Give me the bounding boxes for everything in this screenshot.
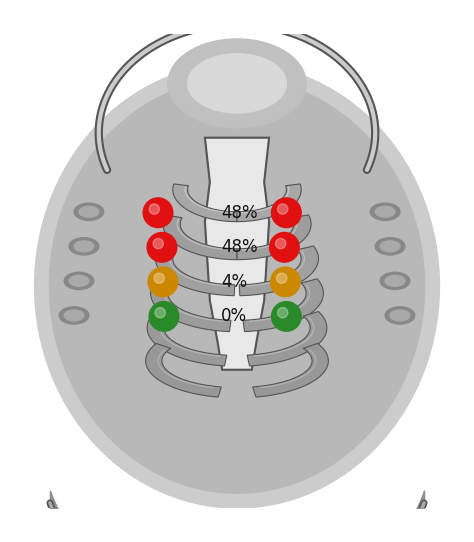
Text: 48%: 48% (221, 204, 258, 222)
Text: 0%: 0% (221, 307, 247, 325)
Ellipse shape (35, 63, 439, 508)
Circle shape (277, 204, 288, 214)
Ellipse shape (168, 39, 306, 128)
Polygon shape (205, 138, 269, 370)
Polygon shape (147, 312, 227, 366)
Circle shape (277, 307, 288, 318)
Ellipse shape (385, 275, 405, 286)
Circle shape (155, 307, 165, 318)
Circle shape (154, 273, 164, 283)
Circle shape (149, 204, 159, 214)
Circle shape (148, 267, 178, 296)
Polygon shape (253, 344, 328, 397)
Ellipse shape (59, 307, 89, 324)
Ellipse shape (188, 54, 286, 113)
Circle shape (147, 233, 177, 262)
Polygon shape (237, 184, 301, 222)
Circle shape (271, 267, 300, 296)
Ellipse shape (375, 238, 405, 255)
Circle shape (149, 301, 179, 331)
Ellipse shape (385, 307, 415, 324)
Ellipse shape (74, 203, 104, 221)
Text: 48%: 48% (221, 238, 258, 256)
Ellipse shape (370, 203, 400, 221)
Polygon shape (239, 246, 319, 296)
Polygon shape (163, 215, 237, 260)
Ellipse shape (390, 310, 410, 321)
Ellipse shape (74, 241, 94, 251)
Polygon shape (146, 344, 221, 397)
Polygon shape (237, 215, 311, 260)
Ellipse shape (380, 241, 400, 251)
Polygon shape (243, 279, 323, 332)
Circle shape (143, 198, 173, 228)
Polygon shape (151, 279, 231, 332)
Ellipse shape (49, 79, 425, 493)
Polygon shape (173, 184, 237, 222)
Circle shape (153, 238, 164, 249)
Circle shape (276, 273, 287, 283)
Circle shape (272, 198, 301, 228)
Polygon shape (247, 312, 327, 366)
Ellipse shape (69, 238, 99, 255)
Ellipse shape (64, 272, 94, 289)
Ellipse shape (375, 207, 395, 217)
Circle shape (272, 301, 301, 331)
Ellipse shape (380, 272, 410, 289)
Circle shape (270, 233, 299, 262)
Ellipse shape (79, 207, 99, 217)
Circle shape (275, 238, 286, 249)
Ellipse shape (64, 310, 84, 321)
Ellipse shape (69, 275, 89, 286)
Polygon shape (155, 246, 235, 296)
Text: 4%: 4% (221, 273, 247, 291)
